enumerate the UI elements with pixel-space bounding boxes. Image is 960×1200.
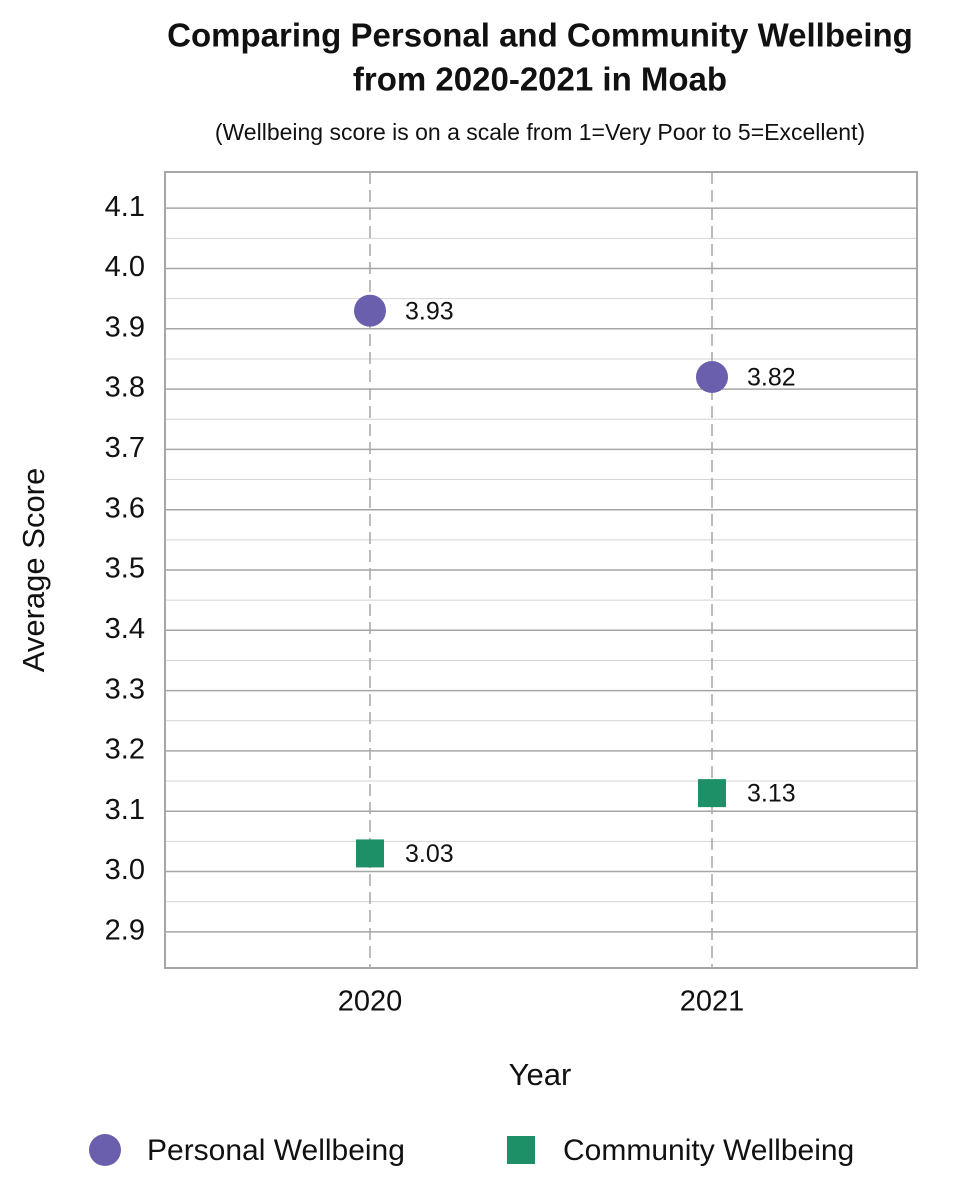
x-axis-label: Year [509, 1057, 572, 1092]
y-tick-label: 3.7 [105, 432, 145, 464]
chart-title: from 2020-2021 in Moab [353, 61, 727, 98]
x-tick-label: 2020 [338, 986, 403, 1018]
point [698, 779, 726, 808]
point [354, 294, 386, 327]
chart-title: Comparing Personal and Community Wellbei… [167, 17, 913, 54]
y-tick-label: 3.2 [105, 734, 145, 766]
y-tick-label: 3.0 [105, 854, 145, 886]
legend-label: Community Wellbeing [563, 1134, 854, 1167]
y-tick-label: 4.0 [105, 251, 145, 283]
legend-marker [89, 1134, 121, 1166]
data-label: 3.93 [405, 297, 454, 325]
x-tick-label: 2021 [680, 986, 745, 1018]
y-tick-label: 3.5 [105, 553, 145, 585]
y-tick-label: 3.4 [105, 613, 145, 645]
y-tick-label: 3.3 [105, 673, 145, 705]
point [696, 361, 728, 394]
chart-subtitle: (Wellbeing score is on a scale from 1=Ve… [215, 119, 865, 145]
y-tick-label: 3.9 [105, 311, 145, 343]
y-axis-label: Average Score [16, 468, 51, 673]
data-label: 3.03 [405, 840, 454, 868]
data-label: 3.82 [747, 364, 796, 392]
y-tick-label: 3.1 [105, 794, 145, 826]
y-tick-label: 3.6 [105, 492, 145, 524]
y-tick-label: 2.9 [105, 914, 145, 946]
legend-label: Personal Wellbeing [147, 1134, 405, 1167]
legend-marker [507, 1136, 535, 1164]
plot-frame [164, 171, 918, 969]
y-tick-label: 4.1 [105, 191, 145, 223]
point [356, 839, 384, 868]
y-tick-label: 3.8 [105, 372, 145, 404]
data-label: 3.13 [747, 780, 796, 808]
